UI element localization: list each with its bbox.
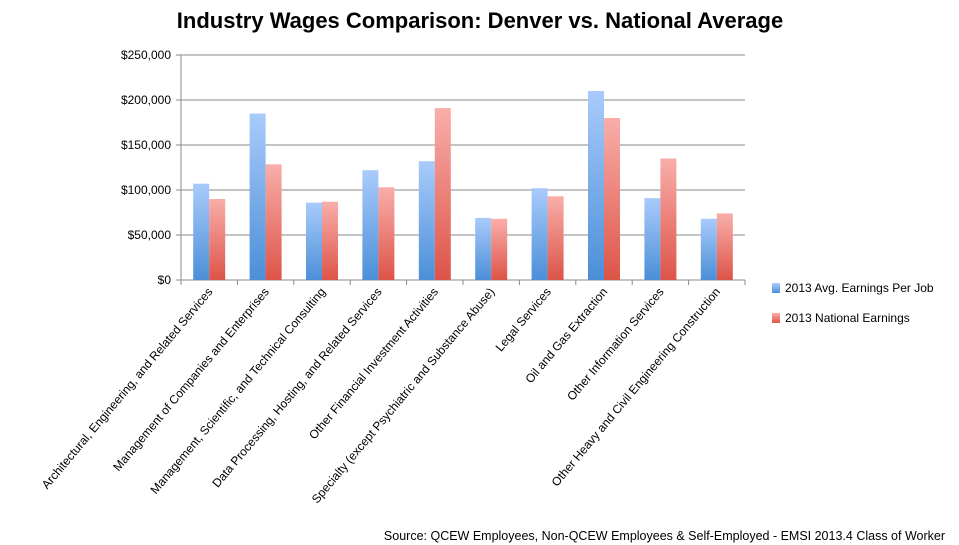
bar-national-earnings — [491, 218, 508, 280]
legend-label: 2013 National Earnings — [785, 311, 910, 325]
chart-title: Industry Wages Comparison: Denver vs. Na… — [177, 8, 783, 33]
bar-avg-earnings — [418, 161, 435, 280]
bar-avg-earnings — [588, 91, 604, 280]
y-tick-label: $50,000 — [128, 228, 172, 242]
bar-national-earnings — [378, 187, 395, 280]
bar-national-earnings — [660, 158, 677, 280]
y-tick-label: $250,000 — [121, 48, 171, 62]
bar-avg-earnings — [644, 198, 661, 280]
bar-national-earnings — [716, 213, 733, 280]
y-tick-label: $0 — [158, 273, 172, 287]
bar-avg-earnings — [475, 217, 492, 280]
y-tick-label: $150,000 — [121, 138, 171, 152]
bar-avg-earnings — [193, 183, 210, 280]
bar-avg-earnings — [531, 188, 548, 280]
bar-national-earnings — [322, 201, 338, 280]
bar-avg-earnings — [249, 113, 266, 280]
bar-national-earnings — [604, 118, 620, 280]
legend-swatch — [772, 283, 780, 293]
y-tick-label: $200,000 — [121, 93, 171, 107]
bar-national-earnings — [434, 108, 451, 280]
bar-national-earnings — [547, 196, 564, 280]
x-category-label: Legal Services — [493, 285, 554, 354]
legend-label: 2013 Avg. Earnings Per Job — [785, 281, 934, 295]
legend-swatch — [772, 313, 780, 323]
bar-avg-earnings — [306, 202, 322, 280]
bar-avg-earnings — [700, 218, 717, 280]
bar-national-earnings — [265, 164, 282, 280]
x-category-label: Other Information Services — [564, 285, 666, 403]
y-tick-label: $100,000 — [121, 183, 171, 197]
bar-national-earnings — [209, 199, 226, 280]
source-note: Source: QCEW Employees, Non-QCEW Employe… — [384, 529, 945, 543]
bar-avg-earnings — [362, 170, 379, 280]
